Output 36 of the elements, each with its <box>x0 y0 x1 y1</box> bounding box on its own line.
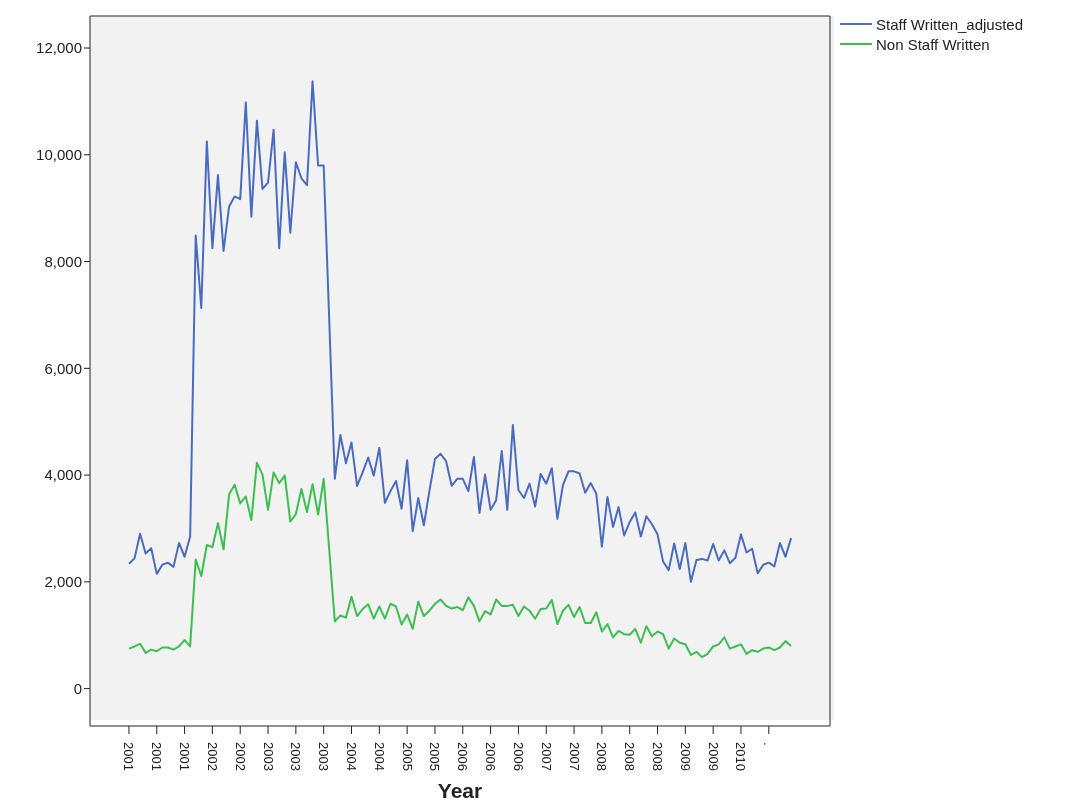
x-tick-label: 2003 <box>260 742 276 771</box>
x-tick-label: 2006 <box>455 742 471 771</box>
x-tick-label: 2002 <box>204 742 220 771</box>
line-series <box>127 80 793 583</box>
y-tick-label: 0 <box>73 679 82 697</box>
x-tick-label: 2004 <box>371 742 387 771</box>
legend-label: Staff Written_adjusted <box>876 15 1024 33</box>
x-tick-label: 2003 <box>288 742 304 771</box>
x-tick-label: 2001 <box>121 742 137 771</box>
x-tick-label: . <box>761 742 777 746</box>
x-tick-label: 2009 <box>677 742 693 771</box>
x-tick-label: 2007 <box>566 742 582 771</box>
line-series <box>127 461 793 659</box>
x-tick-label: 2006 <box>483 742 499 771</box>
x-tick-label: 2004 <box>344 742 359 771</box>
y-tick-label: 12,000 <box>36 39 82 57</box>
x-tick-label: 2008 <box>594 742 610 771</box>
x-tick-label: 2009 <box>705 742 721 771</box>
legend-label: Non Staff Written <box>876 35 990 53</box>
x-tick-label: 2002 <box>232 742 248 771</box>
x-tick-label: 2005 <box>399 742 415 771</box>
x-axis-title: Year <box>437 779 483 802</box>
x-tick-label: 2005 <box>427 742 443 771</box>
x-tick-label: 2007 <box>538 742 554 771</box>
x-tick-label: 2008 <box>650 742 666 771</box>
y-tick-label: 10,000 <box>36 146 82 164</box>
y-tick-label: 8,000 <box>44 252 82 270</box>
x-tick-label: 2001 <box>149 742 165 771</box>
y-tick-label: 2,000 <box>44 573 82 591</box>
x-tick-label: 2010 <box>733 742 749 771</box>
x-tick-label: 2001 <box>177 742 193 771</box>
x-tick-label: 2008 <box>622 742 638 771</box>
y-tick-label: 6,000 <box>44 359 82 377</box>
y-tick-label: 4,000 <box>44 466 82 484</box>
x-tick-label: 2006 <box>510 742 526 771</box>
x-tick-label: 2003 <box>316 742 332 771</box>
